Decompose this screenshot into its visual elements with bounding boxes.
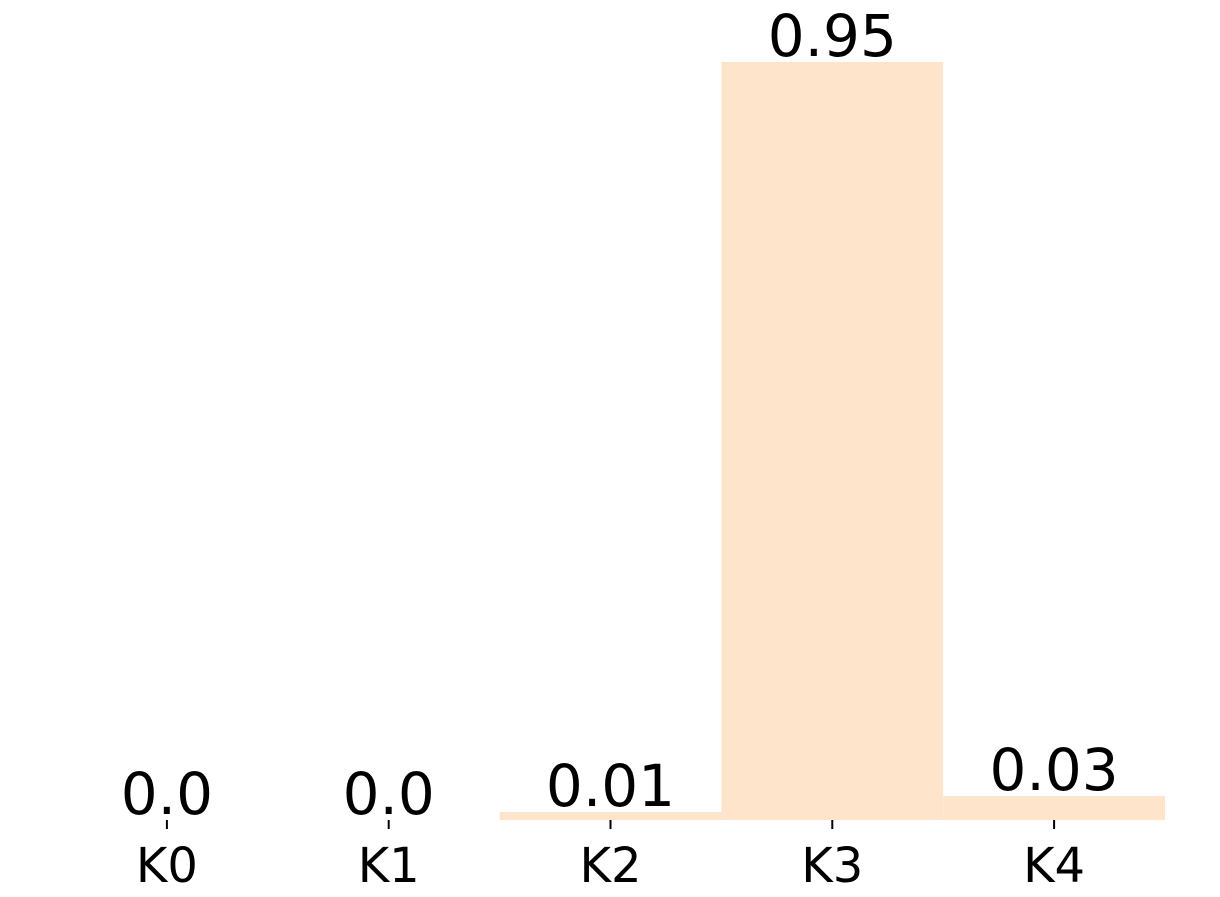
value-label-k2: 0.01 (546, 752, 675, 820)
value-labels-layer: 0.0 0.0 0.01 0.95 0.03 (121, 2, 1119, 828)
value-label-k3: 0.95 (768, 2, 897, 70)
value-label-k4: 0.03 (990, 736, 1119, 804)
x-tick-label-k2: K2 (579, 838, 641, 893)
value-label-k1: 0.0 (343, 760, 435, 828)
x-tick-label-k4: K4 (1023, 838, 1085, 893)
bar-k3 (721, 62, 944, 820)
bar-k4 (943, 796, 1165, 820)
x-tick-label-k0: K0 (136, 838, 198, 893)
value-label-k0: 0.0 (121, 760, 213, 828)
bars-layer (499, 62, 1165, 820)
x-tick-label-k3: K3 (801, 838, 863, 893)
x-axis: K0 K1 K2 K3 K4 (136, 820, 1085, 894)
bar-k2 (499, 812, 722, 820)
x-tick-label-k1: K1 (358, 838, 420, 893)
